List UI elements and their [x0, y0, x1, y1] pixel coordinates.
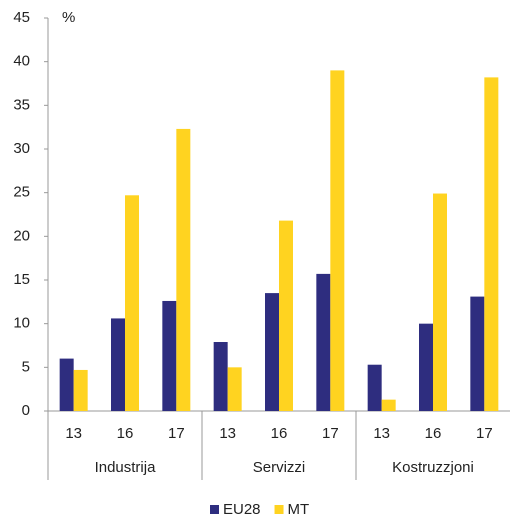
- bar: [162, 300, 177, 411]
- x-tick-label: 16: [425, 425, 442, 442]
- bar: [470, 296, 485, 411]
- bar: [213, 342, 228, 411]
- bar: [279, 220, 293, 411]
- bar: [111, 318, 125, 411]
- y-tick-label: 0: [22, 402, 30, 419]
- bar: [73, 369, 88, 411]
- y-tick-label: 25: [13, 184, 30, 201]
- group-label: Industrija: [95, 459, 157, 476]
- x-tick-label: 17: [168, 425, 185, 442]
- bar: [484, 77, 499, 412]
- legend-label: EU28: [223, 501, 261, 518]
- legend-label: MT: [288, 501, 310, 518]
- bar: [227, 367, 242, 411]
- bar: [316, 273, 331, 411]
- bar: [381, 399, 396, 411]
- bar: [433, 193, 447, 411]
- bar: [176, 128, 191, 411]
- unit-label: %: [62, 9, 75, 26]
- y-tick-label: 40: [13, 53, 30, 70]
- y-tick-label: 35: [13, 96, 30, 113]
- y-tick-label: 20: [13, 227, 30, 244]
- y-tick-label: 5: [22, 358, 30, 375]
- legend-swatch: [210, 505, 219, 514]
- x-tick-label: 13: [65, 425, 82, 442]
- bar: [367, 364, 382, 411]
- legend-swatch: [274, 505, 284, 514]
- y-tick-label: 45: [13, 9, 30, 26]
- y-tick-label: 15: [13, 271, 30, 288]
- x-tick-label: 17: [476, 425, 493, 442]
- x-tick-label: 13: [373, 425, 390, 442]
- group-label: Servizzi: [253, 459, 306, 476]
- x-tick-label: 16: [117, 425, 134, 442]
- bar: [265, 293, 279, 411]
- x-tick-label: 13: [219, 425, 236, 442]
- x-tick-label: 17: [322, 425, 339, 442]
- bar: [419, 323, 433, 411]
- bar: [125, 195, 139, 411]
- y-tick-label: 30: [13, 140, 30, 157]
- group-label: Kostruzzjoni: [392, 459, 474, 476]
- bar: [59, 358, 74, 411]
- x-tick-label: 16: [271, 425, 288, 442]
- bar: [330, 70, 345, 412]
- y-tick-label: 10: [13, 315, 30, 332]
